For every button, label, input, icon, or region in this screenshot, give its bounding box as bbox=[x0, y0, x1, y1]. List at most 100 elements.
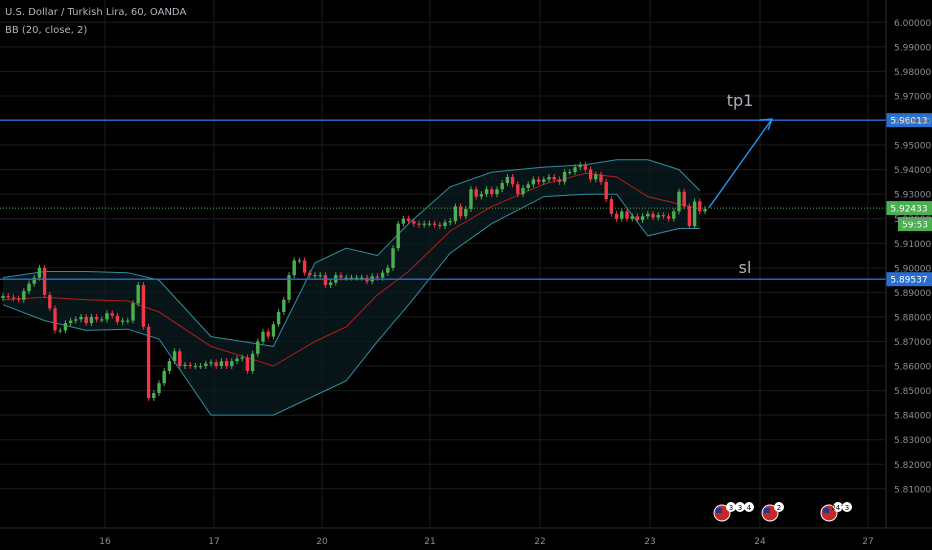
candle-body bbox=[48, 294, 52, 309]
candle-body bbox=[11, 297, 16, 299]
candle-body bbox=[562, 172, 567, 182]
event-count-badge bbox=[842, 502, 852, 512]
candle-body bbox=[162, 370, 166, 384]
arrow-shaft bbox=[708, 118, 773, 209]
candle-body bbox=[42, 267, 47, 295]
price-axis[interactable]: 6.00000 5.99000 5.98000 5.97000 5.96000 5.950… bbox=[885, 0, 931, 528]
countdown-label: 59:53 bbox=[902, 221, 928, 231]
candle-body bbox=[339, 275, 343, 278]
candle-body bbox=[386, 267, 390, 273]
price-tick-label: 5.90000 bbox=[894, 264, 931, 274]
candle-body bbox=[604, 181, 608, 200]
time-tick-label: 20 bbox=[316, 537, 328, 547]
candle-body bbox=[666, 216, 671, 219]
candle-body bbox=[256, 341, 260, 354]
candle-body bbox=[432, 223, 437, 225]
event-count-label: 3 bbox=[738, 504, 742, 512]
candle-body bbox=[614, 213, 619, 219]
event-count-badge bbox=[744, 502, 754, 512]
price-tick-label: 5.81000 bbox=[894, 485, 931, 495]
price-tick-label: 5.96000 bbox=[894, 117, 931, 127]
horizontal-levels[interactable]: tp1 5.96013 sl 5.89537 5.92433 59:53 bbox=[0, 91, 932, 287]
candle-body bbox=[89, 316, 94, 324]
symbol-title: U.S. Dollar / Turkish Lira, 60, OANDA bbox=[5, 7, 187, 18]
candle-body bbox=[661, 215, 666, 217]
candle-body bbox=[422, 223, 426, 225]
bb-basis-line bbox=[2, 172, 700, 367]
price-tick-label: 5.92000 bbox=[894, 215, 931, 225]
economic-events[interactable]: 3 3 4 2 241 3 bbox=[713, 502, 852, 522]
candle-body bbox=[22, 291, 26, 300]
candle-body bbox=[214, 362, 218, 367]
candle-body bbox=[250, 353, 255, 371]
candle-body bbox=[261, 331, 265, 342]
candle-body bbox=[448, 221, 452, 223]
candle-body bbox=[198, 366, 203, 368]
candle-body bbox=[630, 216, 634, 219]
candle-body bbox=[313, 275, 317, 277]
level-price-tag bbox=[886, 113, 932, 128]
price-tick-label: 5.88000 bbox=[894, 313, 931, 323]
candle-body bbox=[490, 189, 494, 195]
candle-body bbox=[568, 172, 572, 174]
candle-body bbox=[74, 319, 78, 321]
flag-canton bbox=[764, 508, 770, 513]
candle-body bbox=[167, 361, 172, 371]
price-tick-label: 5.83000 bbox=[894, 436, 931, 446]
event-count-badge bbox=[735, 502, 745, 512]
event-count-badge bbox=[726, 502, 736, 512]
bb-lower-line bbox=[2, 193, 700, 416]
candle-body bbox=[266, 331, 270, 337]
candle-body bbox=[417, 223, 421, 225]
projection-arrow[interactable] bbox=[708, 118, 774, 209]
arrow-head bbox=[759, 118, 774, 131]
candle-body bbox=[16, 298, 21, 300]
candle-body bbox=[245, 357, 250, 371]
candle-body bbox=[183, 364, 187, 367]
level-price-label: 5.96013 bbox=[890, 117, 927, 127]
event-count-label: 4 bbox=[747, 504, 752, 512]
time-axis[interactable]: 16 17 20 21 22 23 24 27 bbox=[0, 527, 932, 547]
candle-body bbox=[219, 361, 224, 367]
candle-body bbox=[323, 275, 328, 286]
event-count-label: 3 bbox=[845, 504, 849, 512]
candle-body bbox=[484, 189, 489, 195]
price-tick-label: 5.84000 bbox=[894, 412, 931, 422]
candle-body bbox=[146, 326, 151, 398]
price-tick-label: 5.86000 bbox=[894, 363, 931, 373]
indicator-legend: BB (20, close, 2) bbox=[5, 25, 88, 36]
bollinger-bands bbox=[2, 159, 701, 416]
candle-body bbox=[157, 383, 161, 394]
candle-body bbox=[188, 364, 192, 367]
candle-body bbox=[27, 283, 31, 292]
candle-body bbox=[464, 208, 468, 217]
flag-canton bbox=[716, 508, 722, 513]
level-name-sl: sl bbox=[739, 258, 752, 277]
candle-body bbox=[656, 215, 660, 218]
candle-body bbox=[479, 194, 484, 197]
candle-body bbox=[412, 221, 416, 224]
candle-body bbox=[620, 211, 624, 219]
candle-body bbox=[328, 282, 333, 286]
candle-body bbox=[588, 169, 593, 180]
candle-body bbox=[131, 303, 135, 321]
price-tick-label: 5.95000 bbox=[894, 142, 931, 152]
candle-body bbox=[105, 313, 109, 320]
candle-body bbox=[68, 320, 73, 324]
candle-body bbox=[141, 285, 146, 327]
candle-body bbox=[406, 218, 411, 222]
price-tick-label: 6.00000 bbox=[894, 19, 931, 29]
candle-body bbox=[230, 361, 234, 367]
candle-body bbox=[552, 176, 556, 180]
candle-body bbox=[126, 320, 130, 322]
candle-body bbox=[698, 201, 702, 212]
candle-body bbox=[609, 199, 614, 214]
candle-body bbox=[547, 176, 551, 180]
candle-body bbox=[625, 211, 629, 219]
candle-body bbox=[292, 260, 296, 276]
event-count-badge bbox=[833, 502, 843, 512]
candle-body bbox=[516, 184, 520, 195]
price-tick-label: 5.98000 bbox=[894, 68, 931, 78]
candle-body bbox=[542, 179, 546, 182]
